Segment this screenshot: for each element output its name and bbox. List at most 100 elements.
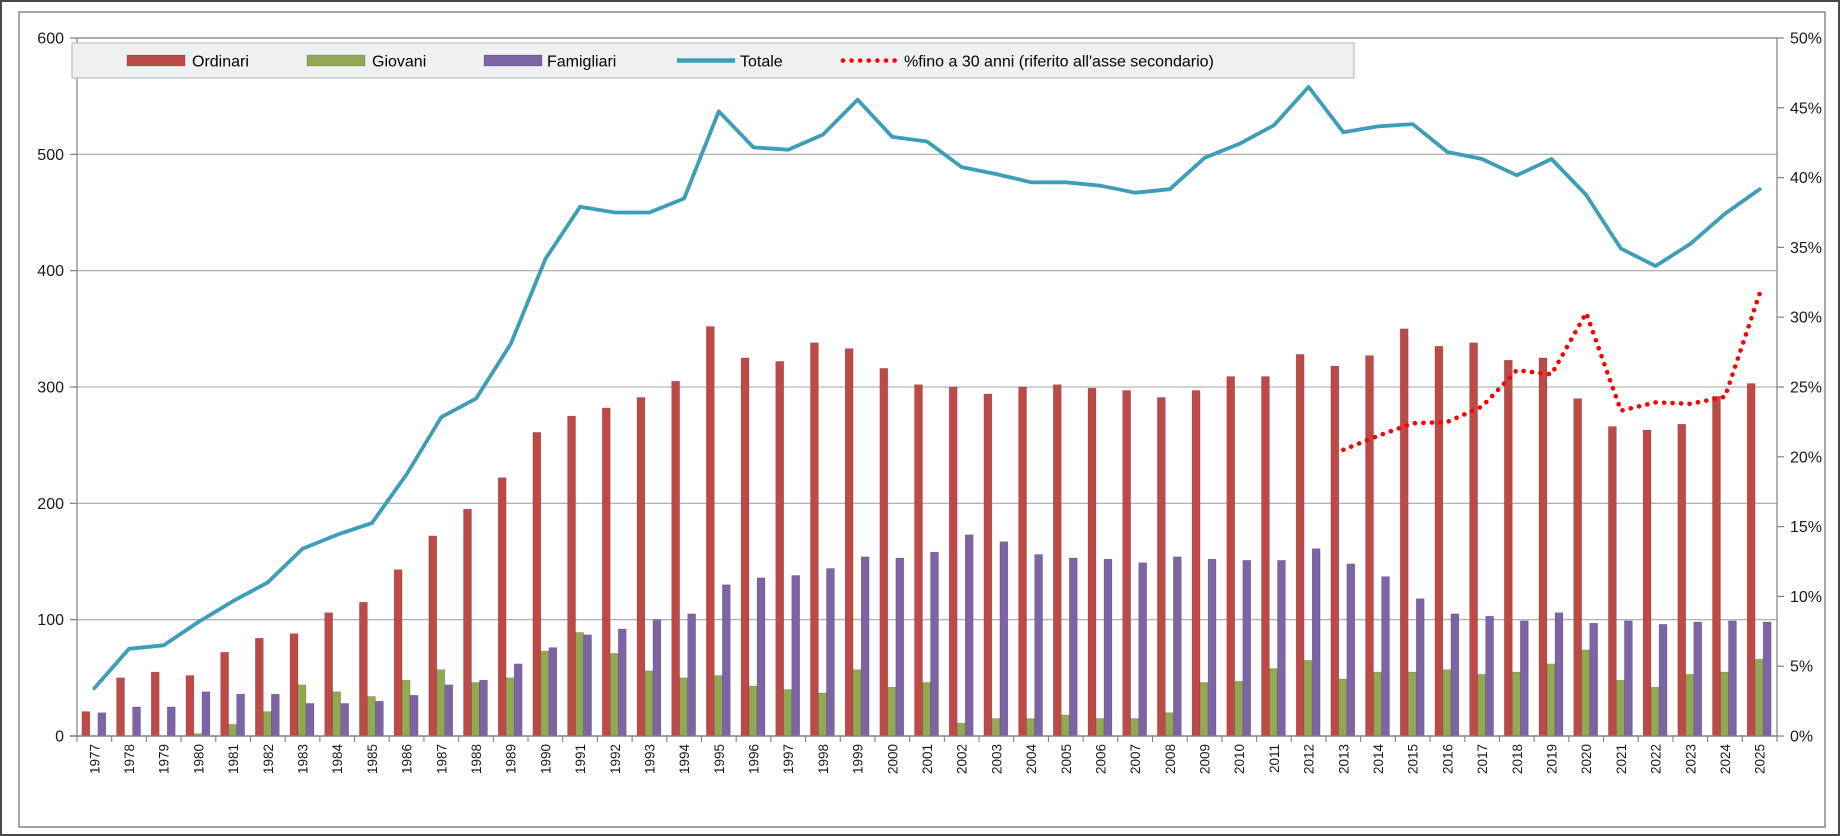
bar-ordinari-1989 (497, 477, 507, 737)
x-axis-label-1988: 1988 (469, 744, 484, 774)
bar-famigliari-2003 (999, 541, 1009, 737)
bar-famigliari-1995 (722, 584, 731, 737)
x-axis-label-1998: 1998 (816, 744, 831, 774)
bar-famigliari-1983 (305, 703, 315, 737)
bar-famigliari-2022 (1658, 624, 1668, 737)
bar-famigliari-1994 (687, 613, 696, 737)
bar-giovani-2004 (1026, 718, 1035, 737)
bar-ordinari-2006 (1087, 387, 1097, 737)
x-axis-label-1992: 1992 (608, 744, 623, 774)
legend-swatch-dot (883, 58, 889, 63)
bar-ordinari-1981 (220, 651, 229, 737)
legend-label-percent-under-30: %fino a 30 anni (riferito all'asse secon… (904, 54, 1214, 71)
bar-ordinari-2017 (1469, 342, 1478, 737)
x-axis-label-2008: 2008 (1163, 744, 1178, 774)
x-axis-label-1985: 1985 (365, 744, 380, 774)
x-axis-label-1990: 1990 (538, 744, 553, 774)
right-axis-label-30%: 30% (1790, 310, 1822, 327)
legend-swatch-dot (892, 58, 897, 63)
bar-ordinari-1992 (601, 407, 611, 737)
bar-ordinari-2004 (1018, 386, 1027, 737)
bar-famigliari-2010 (1242, 560, 1252, 737)
bar-giovani-2007 (1130, 718, 1139, 737)
bar-giovani-1994 (679, 677, 688, 737)
x-axis-label-2010: 2010 (1232, 744, 1247, 774)
x-axis-label-2021: 2021 (1614, 744, 1629, 774)
left-axis-label-0: 0 (55, 729, 64, 746)
bar-ordinari-1978 (116, 677, 125, 737)
bar-ordinari-1979 (150, 671, 160, 737)
legend-item-percent-under-30: %fino a 30 anni (riferito all'asse secon… (840, 54, 1214, 71)
bar-giovani-1998 (818, 692, 827, 737)
bar-ordinari-2011 (1261, 376, 1270, 737)
bar-famigliari-2020 (1589, 622, 1598, 737)
bar-famigliari-1991 (583, 634, 592, 737)
bar-ordinari-1998 (810, 342, 819, 737)
bar-ordinari-2007 (1122, 390, 1131, 737)
legend-swatch-famigliari (483, 54, 543, 67)
x-axis-label-1983: 1983 (296, 744, 311, 774)
bar-giovani-1984 (332, 691, 342, 737)
x-axis-label-2011: 2011 (1267, 744, 1282, 773)
bar-ordinari-2008 (1157, 397, 1166, 737)
x-axis-label-1995: 1995 (712, 744, 727, 774)
bar-giovani-2011 (1269, 668, 1278, 737)
bar-famigliari-2004 (1034, 554, 1043, 737)
x-axis-label-2007: 2007 (1128, 744, 1143, 774)
right-axis-label-10%: 10% (1790, 589, 1822, 606)
bar-ordinari-1984 (324, 612, 334, 737)
right-axis-label-50%: 50% (1790, 31, 1822, 48)
series-famigliari (97, 534, 1772, 737)
bar-giovani-2025 (1754, 658, 1764, 737)
bar-giovani-1995 (714, 675, 723, 737)
bar-ordinari-1993 (636, 397, 646, 737)
bar-ordinari-1999 (844, 348, 854, 737)
legend-label-totale: Totale (740, 54, 783, 71)
bar-famigliari-2017 (1485, 615, 1494, 737)
bar-famigliari-1980 (201, 691, 211, 737)
x-axis-label-2023: 2023 (1683, 744, 1698, 774)
bar-famigliari-1982 (271, 693, 280, 737)
bar-giovani-2010 (1234, 681, 1244, 737)
x-axis-label-1996: 1996 (747, 744, 762, 774)
bar-famigliari-1984 (340, 703, 350, 737)
x-axis-label-1994: 1994 (677, 744, 692, 775)
bar-famigliari-1985 (375, 700, 384, 737)
x-axis-label-2020: 2020 (1579, 744, 1594, 774)
right-axis-label-35%: 35% (1790, 240, 1822, 257)
bar-famigliari-1977 (97, 712, 107, 737)
left-axis-label-200: 200 (37, 496, 64, 513)
bar-giovani-2019 (1546, 663, 1556, 737)
bar-famigliari-1996 (756, 577, 766, 737)
bar-famigliari-1981 (236, 693, 245, 737)
bar-giovani-1983 (297, 684, 307, 737)
bar-ordinari-2010 (1226, 376, 1236, 737)
bar-ordinari-2021 (1608, 426, 1617, 737)
bar-giovani-1988 (471, 682, 480, 737)
x-axis-label-2013: 2013 (1336, 744, 1351, 774)
bar-ordinari-1990 (532, 432, 542, 737)
bar-giovani-2018 (1512, 671, 1521, 737)
bar-famigliari-2023 (1693, 621, 1703, 737)
bar-famigliari-2011 (1277, 560, 1286, 737)
bar-famigliari-2016 (1450, 613, 1460, 737)
bar-famigliari-2001 (930, 551, 939, 737)
right-axis-label-5%: 5% (1790, 659, 1813, 676)
bar-famigliari-2015 (1415, 598, 1425, 737)
bar-giovani-1999 (852, 669, 862, 737)
bar-giovani-2006 (1095, 718, 1105, 737)
bar-ordinari-1985 (359, 601, 368, 737)
bar-giovani-2024 (1720, 671, 1729, 737)
bar-ordinari-1977 (81, 711, 91, 737)
x-axis-label-2003: 2003 (989, 744, 1004, 774)
bar-giovani-2017 (1477, 674, 1486, 737)
x-axis-label-1980: 1980 (191, 744, 206, 774)
bar-ordinari-1997 (775, 361, 785, 737)
x-axis-label-1991: 1991 (573, 744, 588, 774)
x-axis-label-1981: 1981 (226, 744, 241, 774)
bar-famigliari-2018 (1520, 620, 1529, 737)
bar-famigliari-1997 (791, 575, 801, 737)
legend-label-famigliari: Famigliari (547, 54, 616, 71)
bar-giovani-2000 (887, 686, 897, 737)
